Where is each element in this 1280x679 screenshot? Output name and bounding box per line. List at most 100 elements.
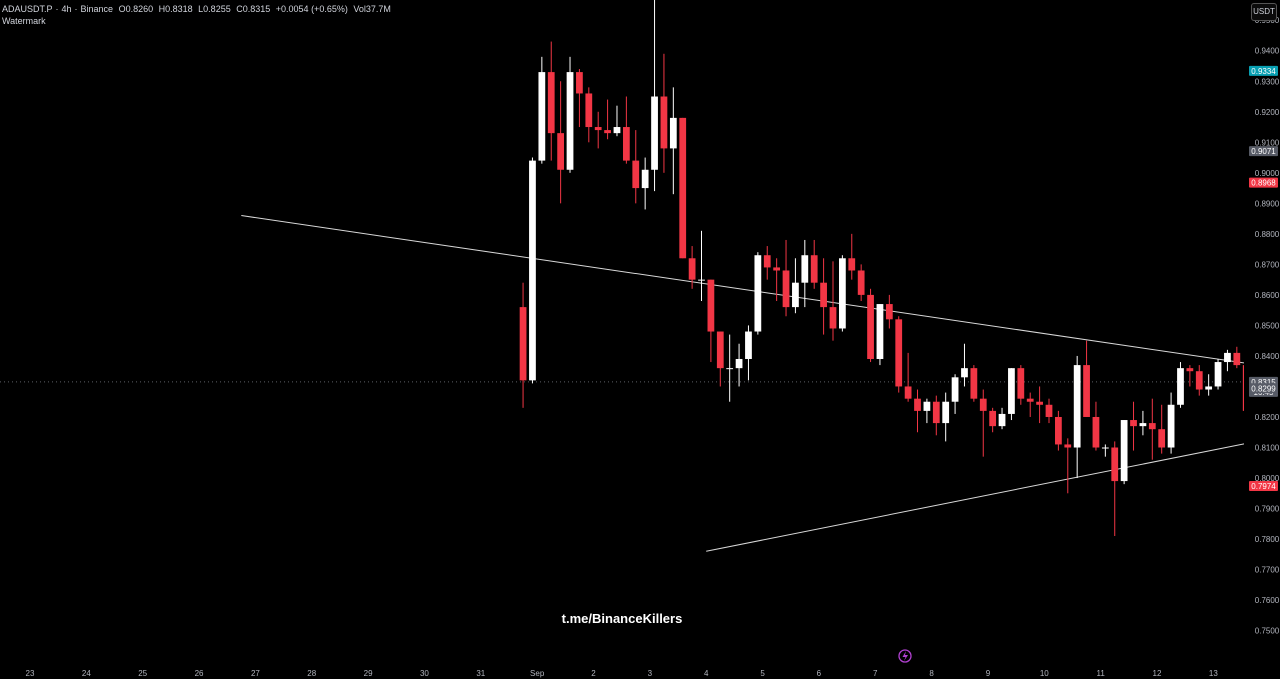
candle-body [604,130,611,134]
candle-body [848,258,856,271]
currency-button[interactable]: USDT [1251,3,1277,21]
high-value: H0.8318 [158,4,193,14]
candle-body [613,127,621,134]
time-tick-label: 29 [364,669,373,678]
candle [876,304,884,366]
candle-body [1195,371,1203,390]
price-tick-label: 0.9000 [1255,169,1280,178]
candle-body [1064,444,1072,448]
exchange-name: Binance [80,4,114,14]
candle-body [726,368,734,370]
candle-body [1120,420,1128,482]
candle [1073,355,1081,479]
replay-icon[interactable] [898,649,912,663]
symbol-legend: ADAUSDT.P · 4h · Binance O0.8260 H0.8318 L0.… [2,4,394,14]
symbol-name[interactable]: ADAUSDT.P [2,4,53,14]
close-value: C0.8315 [236,4,271,14]
candle-body [1148,423,1156,430]
entry-price-label[interactable]: 0.8299 [1249,383,1278,394]
level-9071-label-text: 0.9071 [1251,147,1276,156]
candle [895,316,903,393]
time-axis[interactable]: 23 24 25 26 27 28 29 30 31 Sep 2 3 4 5 6 7 8 9 10 11 12 13 [26,669,1219,678]
candle [613,105,621,137]
candle-body [1092,416,1100,448]
price-axis[interactable]: 0.95000.94000.93000.92000.91000.90000.89… [1244,0,1280,679]
candle [576,69,583,128]
candle [1045,398,1053,424]
candle-body [1186,368,1194,372]
candle [651,0,658,192]
candle-body [660,96,668,149]
time-tick-label: 7 [873,669,878,678]
price-tick-label: 0.9400 [1255,47,1280,56]
time-tick-label: 8 [929,669,934,678]
candle-body [1177,368,1184,405]
candle [1064,438,1072,494]
level-9071-label[interactable]: 0.9071 [1249,146,1278,157]
candle [848,233,856,280]
candle-body [754,255,762,332]
candle-body [1036,401,1043,405]
lower-trendline[interactable] [706,408,1280,552]
candle [932,395,940,436]
candle [970,365,978,402]
candle-body [876,304,884,359]
candle-body [904,386,912,399]
entry-price-label-text: 0.8299 [1251,384,1276,393]
candle [679,117,687,259]
candle-body [669,117,677,149]
candle [698,230,705,302]
candle-body [951,377,959,402]
time-tick-label: 13 [1209,669,1218,678]
candle [641,157,649,210]
price-tick-label: 0.9300 [1255,77,1280,86]
timeframe[interactable]: 4h [61,4,72,14]
target-price-label-bg [1249,65,1278,76]
candle [1148,398,1156,460]
candle-body [1214,362,1222,387]
candle [942,392,950,442]
price-tick-label: 0.7800 [1255,535,1280,544]
candle-body [989,410,997,427]
candle-body [641,169,649,189]
time-tick-label: 6 [817,669,822,678]
candle-body [688,258,696,280]
candle [1195,365,1203,396]
candle [792,258,799,314]
candle-body [1017,368,1025,399]
level-8968-label[interactable]: 0.8968 [1249,177,1278,188]
candle-body [923,401,931,411]
candle-body [763,255,771,268]
price-tick-label: 0.8800 [1255,230,1280,239]
candle-body [885,304,893,320]
separator: · [55,4,59,14]
candle-body [1224,352,1231,363]
candle-body [792,282,799,308]
price-axis-bg [1244,0,1280,679]
candle [669,87,677,195]
candle [735,343,743,387]
change-value: +0.0054 (+0.65%) [275,4,348,14]
separator: · [74,4,78,14]
candle [829,261,837,341]
candle [1120,420,1128,485]
watermark-text: t.me/BinanceKillers [561,611,683,626]
candle [801,239,809,308]
candle [632,130,640,204]
stop-price-label[interactable]: 0.7974 [1249,480,1278,491]
candle [557,81,565,204]
price-tick-label: 0.9100 [1255,138,1280,147]
price-tick-label: 0.7700 [1255,566,1280,575]
candle-body [566,72,574,170]
candle [716,331,724,387]
candle-body [801,255,809,283]
candle [1205,374,1213,396]
candle [989,407,997,433]
watermark-indicator-label[interactable]: Watermark [2,16,46,26]
stop-price-label-bg [1249,480,1278,491]
candle-body [1139,423,1147,427]
target-price-label[interactable]: 0.9334 [1249,65,1278,76]
candle-body [651,96,658,170]
candle [838,255,846,332]
